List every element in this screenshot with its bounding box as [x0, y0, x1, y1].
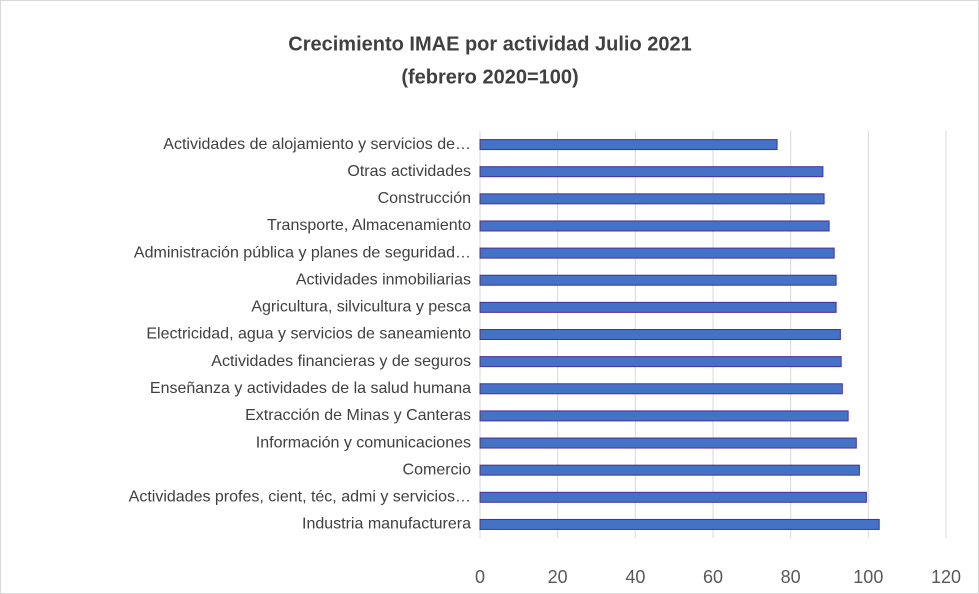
bar	[479, 356, 842, 368]
bar	[479, 329, 841, 340]
y-tick-label: Información y comunicaciones	[256, 434, 471, 451]
y-tick-label: Electricidad, agua y servicios de saneam…	[146, 326, 471, 343]
bar	[479, 491, 867, 503]
y-tick-label: Actividades financieras y de seguros	[211, 353, 471, 370]
bar	[479, 518, 880, 530]
bar	[479, 383, 843, 395]
y-tick-label: Actividades inmobiliarias	[296, 271, 471, 288]
y-tick-label: Construcción	[378, 190, 471, 207]
chart-title: Crecimiento IMAE por actividad Julio 202…	[288, 33, 691, 55]
y-tick-label: Actividades profes, cient, téc, admi y s…	[129, 489, 471, 506]
bar	[479, 301, 837, 313]
chart-subtitle: (febrero 2020=100)	[401, 66, 578, 88]
x-tick-label: 100	[853, 567, 883, 587]
y-tick-label: Transporte, Almacenamiento	[267, 217, 471, 234]
bar	[479, 437, 857, 449]
bar	[479, 193, 825, 205]
y-tick-label: Actividades de alojamiento y servicios d…	[163, 136, 471, 153]
x-tick-label: 60	[703, 567, 723, 587]
bar	[479, 247, 835, 259]
x-tick-label: 40	[625, 567, 645, 587]
x-tick-label: 120	[931, 567, 961, 587]
y-tick-label: Industria manufacturera	[302, 516, 471, 533]
x-tick-label: 0	[475, 567, 485, 587]
bar	[479, 274, 837, 286]
y-tick-label: Administración pública y planes de segur…	[134, 244, 471, 261]
x-tick-label: 80	[781, 567, 801, 587]
bar	[479, 166, 824, 178]
bar	[479, 464, 860, 476]
y-tick-label: Enseñanza y actividades de la salud huma…	[150, 380, 471, 397]
bar	[479, 139, 778, 151]
y-tick-label: Extracción de Minas y Canteras	[245, 407, 471, 424]
bar	[479, 220, 830, 232]
y-tick-label: Comercio	[403, 461, 472, 478]
bar	[479, 410, 849, 422]
y-tick-label: Agricultura, silvicultura y pesca	[251, 299, 471, 316]
x-tick-label: 20	[548, 567, 568, 587]
y-tick-label: Otras actividades	[347, 163, 471, 180]
